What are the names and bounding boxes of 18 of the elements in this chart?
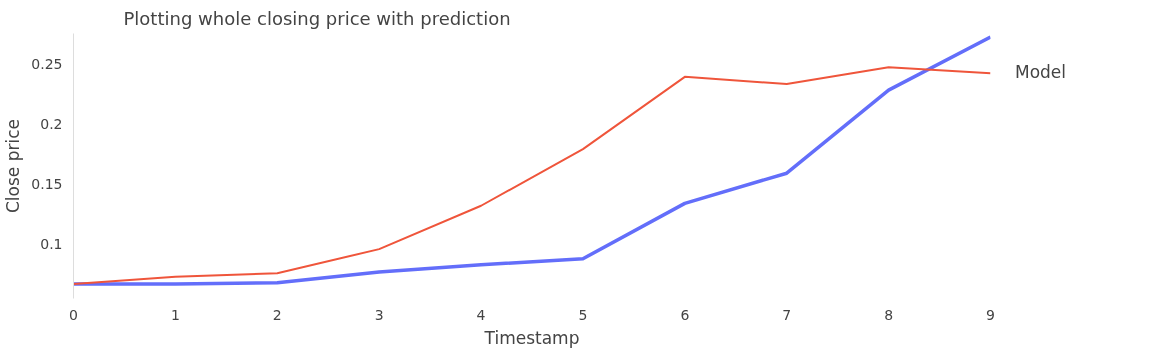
x-tick-label: 3 bbox=[374, 306, 384, 323]
y-tick-label: 0.2 bbox=[40, 115, 63, 132]
x-axis-title: Timestamp bbox=[483, 327, 580, 348]
chart-title: Plotting whole closing price with prediction bbox=[123, 7, 511, 29]
x-tick-label: 5 bbox=[578, 306, 588, 323]
x-tick-label: 6 bbox=[680, 306, 690, 323]
x-tick-label: 0 bbox=[69, 306, 78, 323]
y-axis-title: Close price bbox=[3, 118, 24, 214]
y-tick-label: 0.15 bbox=[31, 176, 63, 193]
y-tick-label: 0.1 bbox=[40, 236, 63, 253]
legend-title: Model bbox=[1015, 61, 1067, 84]
x-tick-label: 9 bbox=[986, 306, 995, 323]
x-tick-label: 8 bbox=[884, 306, 894, 323]
x-tick-label: 7 bbox=[782, 306, 792, 323]
x-tick-label: 1 bbox=[170, 306, 180, 323]
x-tick-label: 2 bbox=[272, 306, 282, 323]
y-tick-label: 0.25 bbox=[31, 55, 63, 72]
x-tick-label: 4 bbox=[476, 306, 486, 323]
